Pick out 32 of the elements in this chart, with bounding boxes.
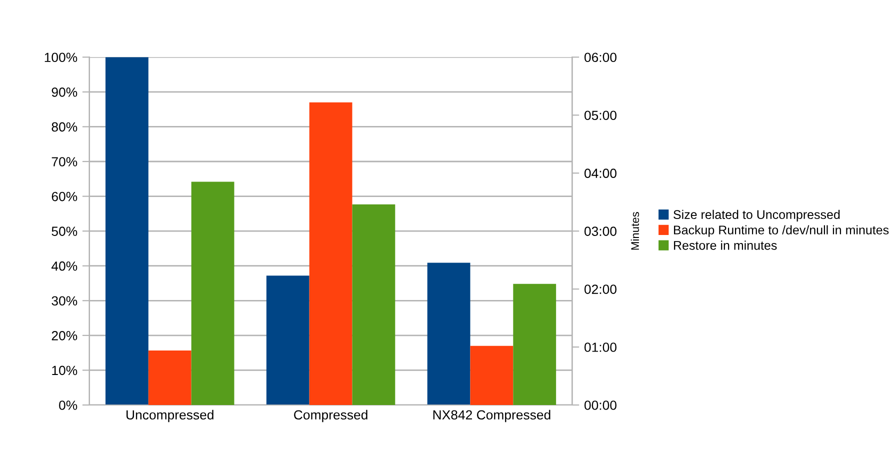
y2-axis-title: Minutes (630, 212, 640, 250)
y-tick-label: 0% (59, 400, 78, 410)
y-tick-label: 90% (52, 88, 78, 97)
y-tick-label: 50% (52, 226, 78, 236)
y-tick-label: 70% (52, 157, 78, 166)
bar (191, 182, 234, 405)
y-tick-label: 40% (51, 261, 78, 271)
bar (148, 350, 192, 405)
y2-tick-label: 03:00 (584, 226, 616, 236)
legend-label: Restore in minutes (674, 240, 777, 250)
x-tick-label: Compressed (294, 410, 368, 422)
legend-label: Size related to Uncompressed (674, 210, 840, 222)
bar (352, 204, 396, 405)
y-tick-label: 10% (52, 366, 78, 376)
y2-tick-label: 02:00 (584, 284, 616, 294)
x-tick-label: Uncompressed (126, 410, 214, 422)
x-tick-label: NX842 Compressed (433, 410, 550, 422)
y-tick-label: 80% (52, 122, 78, 132)
bar (513, 284, 556, 405)
y2-tick-label: 01:00 (584, 342, 616, 352)
legend-label: Backup Runtime to /dev/null in minutes (674, 225, 889, 237)
y-tick-label: 30% (52, 296, 78, 306)
y2-tick-label: 04:00 (584, 168, 616, 178)
y2-tick-label: 05:00 (584, 110, 616, 120)
bar (105, 57, 148, 405)
bar (427, 262, 470, 405)
y-tick-label: 20% (52, 330, 78, 340)
y2-tick-label: 00:00 (584, 400, 616, 410)
y-tick-label: 100% (44, 52, 78, 62)
bar (309, 102, 352, 405)
y-tick-label: 60% (52, 192, 78, 202)
y2-tick-label: 06:00 (584, 52, 616, 62)
